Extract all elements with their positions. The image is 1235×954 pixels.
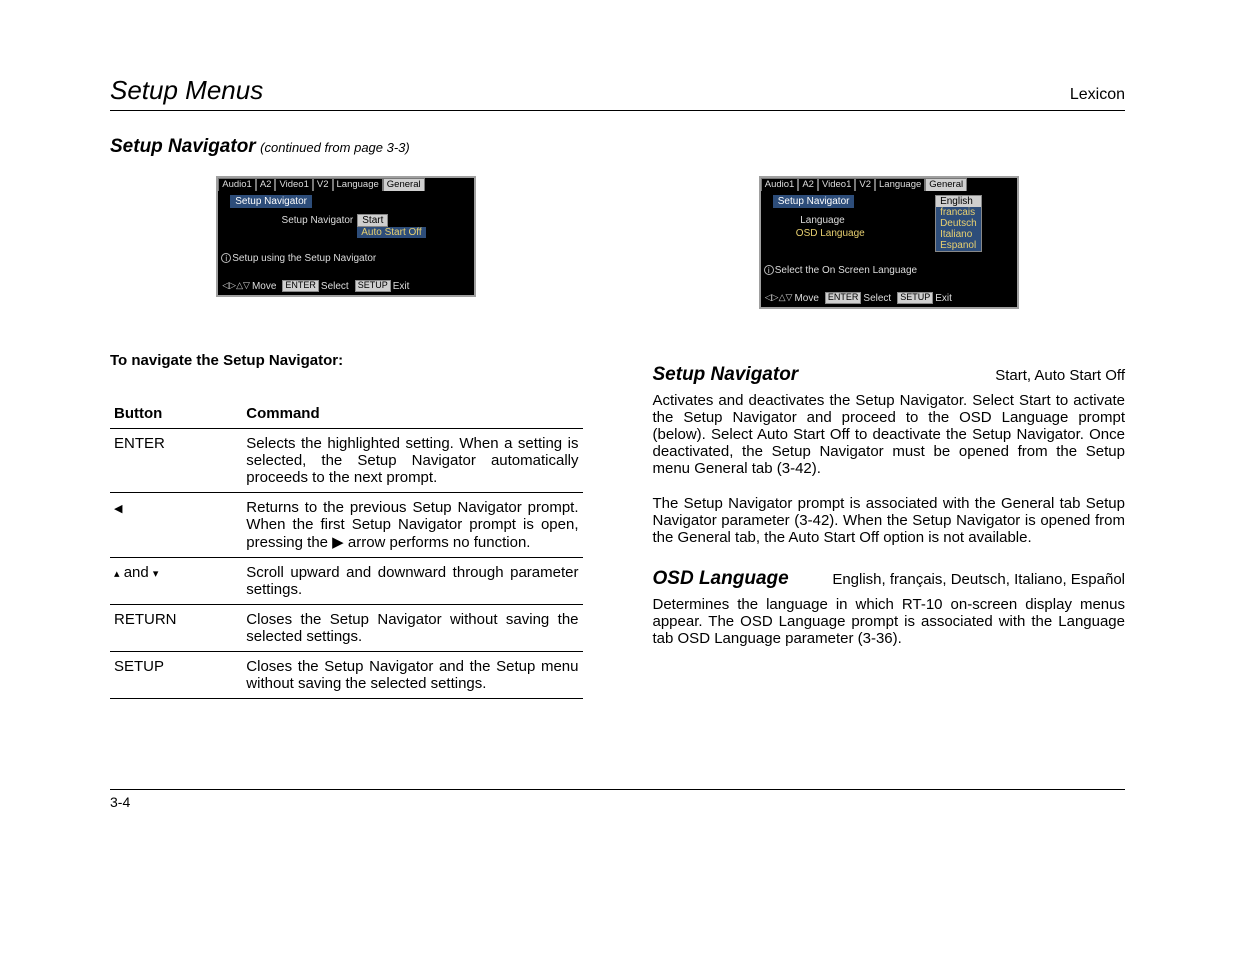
- button-cell: ENTER: [110, 429, 242, 493]
- osd-tab: A2: [798, 178, 818, 191]
- down-arrow-icon: [153, 564, 159, 581]
- osd-language-option: Deutsch: [936, 218, 981, 229]
- osd-language-option: English: [936, 196, 981, 207]
- command-cell: Closes the Setup Navigator and the Setup…: [242, 652, 582, 699]
- param-body: The Setup Navigator prompt is associated…: [653, 495, 1126, 546]
- osd-sub-value: Auto Start Off: [357, 227, 425, 238]
- osd-tab: General: [383, 178, 425, 191]
- osd-tab: A2: [256, 178, 276, 191]
- osd-tab: General: [925, 178, 967, 191]
- osd-row-label: Language: [769, 214, 849, 227]
- osd-language-option: Italiano: [936, 229, 981, 240]
- osd-screenshot-left: Audio1A2Video1V2LanguageGeneral Setup Na…: [216, 176, 476, 297]
- osd-footer: ◁▷△▽ Move ENTER Select SETUP Exit: [218, 278, 474, 295]
- page-number: 3-4: [110, 789, 1125, 810]
- osd-tab: Audio1: [761, 178, 799, 191]
- param-body: Activates and deactivates the Setup Navi…: [653, 392, 1126, 477]
- left-arrow-icon: [114, 499, 122, 516]
- button-cell: RETURN: [110, 605, 242, 652]
- subhead-continued: (continued from page 3-3): [260, 140, 410, 155]
- osd-field-label: Setup Navigator: [262, 214, 357, 227]
- table-row: and Scroll upward and downward through p…: [110, 558, 583, 605]
- osd-tab: Video1: [275, 178, 312, 191]
- command-cell: Returns to the previous Setup Navigator …: [242, 493, 582, 558]
- osd-screenshot-right: Audio1A2Video1V2LanguageGeneral Setup Na…: [759, 176, 1019, 309]
- param-osd-language: OSD Language English, français, Deutsch,…: [653, 568, 1126, 647]
- param-body: Determines the language in which RT-10 o…: [653, 596, 1126, 647]
- osd-hint: iSelect the On Screen Language: [761, 263, 1017, 278]
- up-arrow-icon: [114, 564, 120, 581]
- osd-selected-value: Start: [357, 214, 388, 227]
- osd-row-label: OSD Language: [769, 227, 869, 240]
- section-subhead: Setup Navigator (continued from page 3-3…: [110, 136, 1125, 158]
- table-row: Returns to the previous Setup Navigator …: [110, 493, 583, 558]
- arrow-icons: ◁▷△▽: [765, 293, 793, 303]
- col-header-command: Command: [242, 399, 582, 429]
- osd-tab: Language: [875, 178, 925, 191]
- param-setup-navigator: Setup Navigator Start, Auto Start Off Ac…: [653, 364, 1126, 546]
- table-row: RETURNCloses the Setup Navigator without…: [110, 605, 583, 652]
- osd-tab: Language: [333, 178, 383, 191]
- osd-tab: V2: [855, 178, 875, 191]
- brand-label: Lexicon: [1070, 86, 1125, 104]
- button-cell: and: [110, 558, 242, 605]
- col-header-button: Button: [110, 399, 242, 429]
- button-cell: SETUP: [110, 652, 242, 699]
- table-row: SETUPCloses the Setup Navigator and the …: [110, 652, 583, 699]
- command-cell: Scroll upward and downward through param…: [242, 558, 582, 605]
- page-header: Setup Menus Lexicon: [110, 75, 1125, 111]
- command-cell: Closes the Setup Navigator without savin…: [242, 605, 582, 652]
- param-options: Start, Auto Start Off: [995, 367, 1125, 384]
- osd-language-option: francais: [936, 207, 981, 218]
- osd-title: Setup Navigator: [773, 195, 855, 208]
- osd-footer: ◁▷△▽ Move ENTER Select SETUP Exit: [761, 290, 1017, 307]
- osd-language-list: EnglishfrancaisDeutschItalianoEspanol: [935, 195, 982, 252]
- page-title: Setup Menus: [110, 75, 263, 106]
- osd-language-option: Espanol: [936, 240, 981, 251]
- subhead-title: Setup Navigator: [110, 136, 256, 157]
- button-command-table: Button Command ENTERSelects the highligh…: [110, 399, 583, 699]
- osd-title: Setup Navigator: [230, 195, 312, 208]
- param-name: OSD Language: [653, 568, 789, 590]
- button-cell: [110, 493, 242, 558]
- nav-intro: To navigate the Setup Navigator:: [110, 352, 583, 369]
- osd-tab: V2: [313, 178, 333, 191]
- osd-tab: Audio1: [218, 178, 256, 191]
- table-row: ENTERSelects the highlighted setting. Wh…: [110, 429, 583, 493]
- arrow-icons: ◁▷△▽: [222, 281, 250, 291]
- command-cell: Selects the highlighted setting. When a …: [242, 429, 582, 493]
- osd-tab: Video1: [818, 178, 855, 191]
- osd-hint: iSetup using the Setup Navigator: [218, 251, 474, 266]
- param-options: English, français, Deutsch, Italiano, Es…: [832, 571, 1125, 588]
- param-name: Setup Navigator: [653, 364, 799, 386]
